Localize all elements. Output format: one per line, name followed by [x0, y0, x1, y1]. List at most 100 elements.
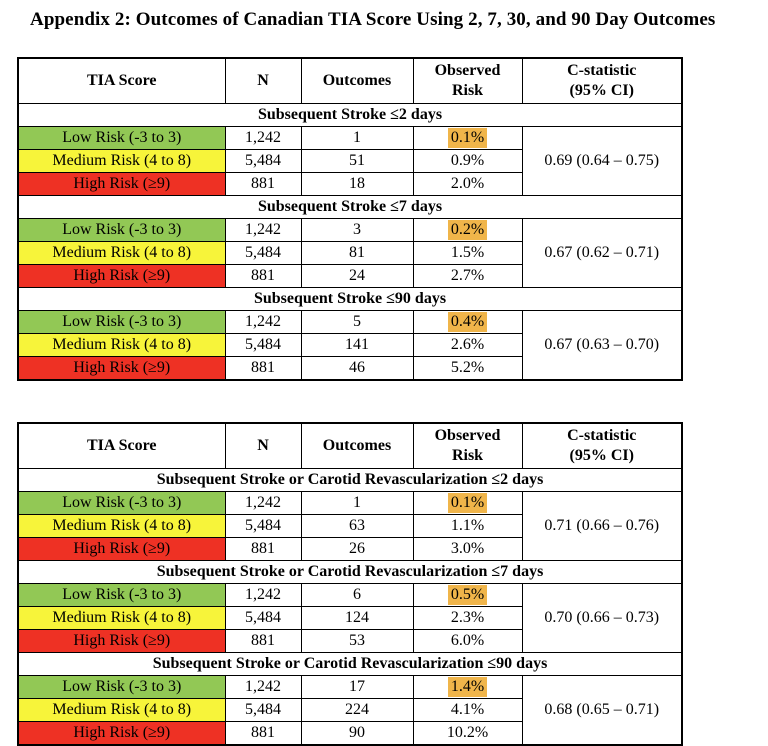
outcomes-cell: 141 [300, 333, 414, 357]
n-cell: 881 [224, 537, 302, 561]
highlighted-value: 1.4% [447, 677, 488, 697]
outcomes-cell: 46 [300, 356, 414, 381]
highlighted-value: 0.2% [447, 220, 488, 240]
observed-risk-cell: 2.0% [412, 172, 523, 196]
table-row: Low Risk (-3 to 3) 1,242 3 0.2% 0.67 (0.… [17, 218, 683, 288]
n-cell: 1,242 [224, 218, 302, 242]
page-title: Appendix 2: Outcomes of Canadian TIA Sco… [30, 9, 716, 30]
col-header-c-statistic: C-statistic (95% CI) [521, 422, 683, 469]
n-cell: 881 [224, 721, 302, 746]
section-header-row: Subsequent Stroke or Carotid Revasculari… [17, 652, 683, 676]
table-row: Low Risk (-3 to 3) 1,242 1 0.1% 0.69 (0.… [17, 126, 683, 196]
observed-risk-cell: 10.2% [412, 721, 523, 746]
risk-label-cell: Medium Risk (4 to 8) [17, 698, 226, 722]
highlighted-value: 0.1% [447, 493, 488, 513]
observed-risk-cell: 6.0% [412, 629, 523, 653]
n-cell: 881 [224, 356, 302, 381]
table-row: Medium Risk (4 to 8) 5,484 141 2.6% [17, 333, 682, 357]
c-statistic-cell: 0.67 (0.62 – 0.71) [521, 218, 683, 288]
outcomes-cell: 53 [300, 629, 414, 653]
outcomes-cell: 3 [300, 218, 414, 242]
n-cell: 5,484 [224, 698, 302, 722]
section-header-row: Subsequent Stroke ≤2 days [17, 103, 683, 127]
table-row: Low Risk (-3 to 3) 1,242 5 0.4% 0.67 (0.… [17, 310, 683, 381]
section-title: Subsequent Stroke ≤2 days [17, 103, 683, 127]
outcomes-cell: 17 [300, 675, 414, 699]
observed-risk-cell: 1.4% [412, 675, 523, 699]
risk-label-cell: High Risk (≥9) [17, 172, 226, 196]
observed-risk-cell: 0.1% [412, 126, 523, 150]
c-statistic-cell: 0.67 (0.63 – 0.70) [521, 310, 683, 381]
section-header-row: Subsequent Stroke or Carotid Revasculari… [17, 468, 683, 492]
n-cell: 1,242 [224, 675, 302, 699]
table-row: High Risk (≥9) 881 53 6.0% [17, 629, 682, 653]
n-cell: 5,484 [224, 514, 302, 538]
observed-risk-cell: 2.7% [412, 264, 523, 288]
table-row: High Risk (≥9) 881 18 2.0% [17, 172, 682, 196]
section-title: Subsequent Stroke ≤90 days [17, 287, 683, 311]
col-header-c-statistic: C-statistic (95% CI) [521, 57, 683, 104]
section-title: Subsequent Stroke or Carotid Revasculari… [17, 560, 683, 584]
risk-label-cell: High Risk (≥9) [17, 356, 226, 381]
section-header-row: Subsequent Stroke ≤90 days [17, 287, 683, 311]
col-header-tia-score: TIA Score [17, 422, 226, 469]
col-header-n: N [224, 422, 302, 469]
risk-label-cell: Low Risk (-3 to 3) [17, 310, 226, 334]
observed-risk-cell: 0.9% [412, 149, 523, 173]
n-cell: 881 [224, 172, 302, 196]
outcomes-cell: 63 [300, 514, 414, 538]
col-header-outcomes: Outcomes [300, 57, 414, 104]
risk-label-cell: Low Risk (-3 to 3) [17, 675, 226, 699]
observed-risk-cell: 1.1% [412, 514, 523, 538]
c-statistic-cell: 0.69 (0.64 – 0.75) [521, 126, 683, 196]
table-row: Medium Risk (4 to 8) 5,484 124 2.3% [17, 606, 682, 630]
col-header-tia-score: TIA Score [17, 57, 226, 104]
outcomes-cell: 5 [300, 310, 414, 334]
outcomes-cell: 51 [300, 149, 414, 173]
outcomes-cell: 6 [300, 583, 414, 607]
observed-risk-cell: 3.0% [412, 537, 523, 561]
outcomes-cell: 1 [300, 126, 414, 150]
table-row: Medium Risk (4 to 8) 5,484 224 4.1% [17, 698, 682, 722]
col-header-n: N [224, 57, 302, 104]
highlighted-value: 0.1% [447, 128, 488, 148]
outcomes-cell: 224 [300, 698, 414, 722]
risk-label-cell: Medium Risk (4 to 8) [17, 149, 226, 173]
c-statistic-cell: 0.71 (0.66 – 0.76) [521, 491, 683, 561]
risk-label-cell: Low Risk (-3 to 3) [17, 218, 226, 242]
risk-label-cell: Medium Risk (4 to 8) [17, 333, 226, 357]
section-header-row: Subsequent Stroke or Carotid Revasculari… [17, 560, 683, 584]
table-row: Low Risk (-3 to 3) 1,242 17 1.4% 0.68 (0… [17, 675, 683, 746]
col-header-observed-risk: Observed Risk [412, 57, 523, 104]
n-cell: 1,242 [224, 491, 302, 515]
observed-risk-cell: 2.6% [412, 333, 523, 357]
section-header-row: Subsequent Stroke ≤7 days [17, 195, 683, 219]
n-cell: 881 [224, 629, 302, 653]
risk-label-cell: Medium Risk (4 to 8) [17, 241, 226, 265]
highlighted-value: 0.4% [447, 312, 488, 332]
col-header-observed-risk: Observed Risk [412, 422, 523, 469]
table-row: High Risk (≥9) 881 24 2.7% [17, 264, 682, 288]
observed-risk-cell: 4.1% [412, 698, 523, 722]
n-cell: 5,484 [224, 606, 302, 630]
outcomes-cell: 18 [300, 172, 414, 196]
observed-risk-cell: 1.5% [412, 241, 523, 265]
outcomes-cell: 26 [300, 537, 414, 561]
observed-risk-cell: 0.2% [412, 218, 523, 242]
c-statistic-cell: 0.70 (0.66 – 0.73) [521, 583, 683, 653]
table-header-row: TIA Score N Outcomes Observed Risk C-stat… [17, 422, 683, 469]
observed-risk-cell: 2.3% [412, 606, 523, 630]
n-cell: 1,242 [224, 583, 302, 607]
section-title: Subsequent Stroke ≤7 days [17, 195, 683, 219]
n-cell: 5,484 [224, 241, 302, 265]
risk-label-cell: High Risk (≥9) [17, 721, 226, 746]
section-title: Subsequent Stroke or Carotid Revasculari… [17, 652, 683, 676]
outcomes-cell: 90 [300, 721, 414, 746]
risk-label-cell: High Risk (≥9) [17, 629, 226, 653]
outcomes-cell: 1 [300, 491, 414, 515]
risk-label-cell: Low Risk (-3 to 3) [17, 583, 226, 607]
observed-risk-cell: 0.4% [412, 310, 523, 334]
table-header-row: TIA Score N Outcomes Observed Risk C-stat… [17, 57, 683, 104]
table-row: Medium Risk (4 to 8) 5,484 81 1.5% [17, 241, 682, 265]
n-cell: 5,484 [224, 333, 302, 357]
